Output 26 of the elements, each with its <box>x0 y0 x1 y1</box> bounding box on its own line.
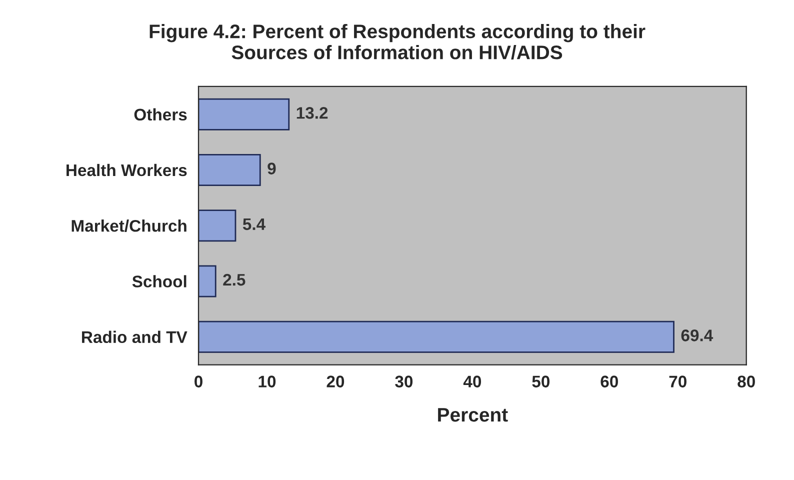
data-label: 9 <box>268 162 276 174</box>
bar <box>198 320 674 353</box>
x-axis-title: Percent <box>438 408 508 422</box>
x-tick-label: 40 <box>463 376 482 388</box>
x-tick-label: 60 <box>600 376 618 388</box>
x-tick-label: 20 <box>326 376 344 388</box>
data-label: 2.5 <box>223 274 246 286</box>
bar <box>198 210 236 242</box>
data-label: 69.4 <box>681 330 714 342</box>
x-tick-label: 0 <box>194 376 202 388</box>
x-tick-label: 80 <box>738 376 755 388</box>
x-tick-label: 50 <box>532 376 550 388</box>
y-tick-label: Market/Church <box>72 220 186 232</box>
x-tick-label: 30 <box>395 376 413 388</box>
data-label: 13.2 <box>296 107 328 119</box>
bar <box>198 265 216 298</box>
y-tick-label: Radio and TV <box>82 330 188 344</box>
data-label: 5.4 <box>242 218 266 230</box>
y-tick-label: Health Workers <box>66 164 187 176</box>
x-tick-label: 10 <box>258 376 276 388</box>
bar <box>198 154 261 186</box>
chart-title: Figure 4.2: Percent of Respondents according to their Sources of Information on HIV/AIDS <box>150 24 646 60</box>
y-tick-label: School <box>132 275 186 288</box>
y-tick-label: Others <box>134 108 187 121</box>
bar <box>198 98 290 130</box>
x-tick-label: 70 <box>669 376 686 388</box>
